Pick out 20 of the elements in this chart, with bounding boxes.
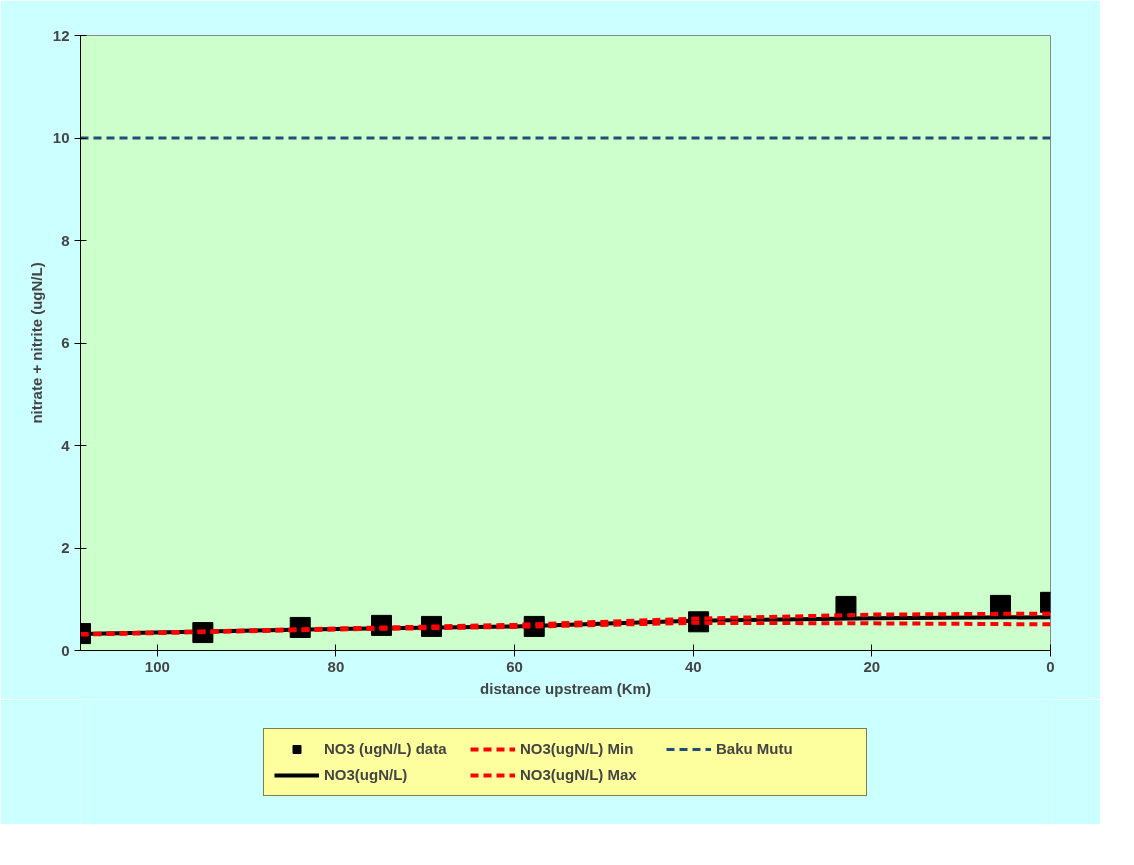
legend-label: NO3(ugN/L) Min [520, 740, 635, 757]
y-tick-label: 10 [52, 129, 70, 146]
y-tick-label: 8 [61, 231, 70, 249]
legend-label: NO3 (ugN/L) data [324, 740, 448, 757]
x-tick-label: 0 [1046, 657, 1055, 675]
y-axis-title: nitrate + nitrite (ugN/L) [27, 262, 45, 424]
y-tick-label: 6 [61, 334, 70, 351]
x-tick-label: 80 [327, 657, 345, 675]
y-tick-label: 12 [52, 26, 70, 44]
y-tick-label: 0 [61, 641, 70, 659]
x-tick-label: 100 [144, 657, 170, 675]
legend-label: Baku Mutu [716, 740, 794, 757]
x-axis-title: distance upstream (Km) [480, 679, 651, 697]
legend-label: NO3(ugN/L) Max [520, 766, 638, 783]
x-tick-label: 20 [863, 657, 881, 675]
x-tick-label: 60 [506, 657, 523, 675]
x-tick-label: 40 [684, 657, 702, 675]
y-tick-label: 4 [61, 436, 71, 454]
legend-label: NO3(ugN/L) [324, 766, 409, 783]
y-tick-label: 2 [61, 539, 70, 556]
